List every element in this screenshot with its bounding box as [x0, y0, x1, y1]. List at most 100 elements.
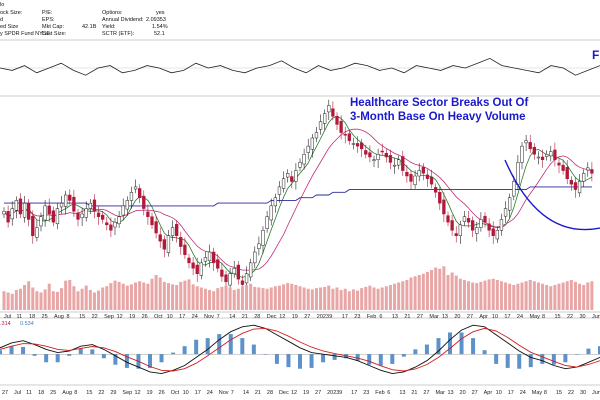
macd-histogram-bar [32, 354, 37, 356]
price-x-tick-label: 24 [517, 314, 523, 320]
price-x-tick-label: Jun [592, 314, 600, 320]
ma-mid-line [3, 128, 593, 271]
volume-bar [245, 285, 249, 310]
candle-body [59, 202, 64, 208]
candle-body [199, 262, 203, 276]
macd-histogram-bar [471, 338, 476, 355]
macd-x-tick-label: 27 [315, 390, 321, 396]
candle-body [154, 221, 158, 234]
candle-body [524, 140, 528, 144]
candle-body [331, 108, 335, 117]
macd-histogram-bar [67, 354, 72, 356]
volume-bar [76, 291, 80, 310]
candle-body [495, 230, 499, 240]
sctr-value: 52.1 [154, 31, 165, 37]
volume-bar [454, 275, 458, 310]
candle-body [2, 211, 6, 215]
candle-body [483, 215, 487, 223]
price-x-tick-label: 12 [279, 314, 285, 320]
volume-bar [208, 290, 212, 310]
macd-x-tick-label: 7 [231, 390, 234, 396]
macd-x-tick-label: 13 [448, 390, 454, 396]
candle-body [216, 259, 220, 269]
price-x-tick-label: 27 [417, 314, 423, 320]
volume-bar [516, 283, 520, 310]
candle-body [6, 211, 10, 223]
candle-body [14, 200, 18, 211]
macd-x-tick-label: 8 [74, 390, 77, 396]
macd-x-tick-label: Oct [171, 390, 180, 396]
candle-body [553, 149, 557, 160]
volume-bar [84, 285, 88, 310]
lastsize-label: Last Size: [42, 31, 67, 37]
candle-body [561, 164, 565, 171]
price-x-tick-label: 2023 [317, 314, 329, 320]
volume-bar [31, 287, 35, 310]
candle-body [368, 152, 372, 158]
macd-histogram-bar [309, 354, 314, 368]
price-x-tick-label: 13 [442, 314, 448, 320]
macd-x-tick-label: Apr [484, 390, 493, 396]
candle-body [27, 202, 31, 220]
volume-bar [249, 283, 253, 310]
volume-bar [430, 270, 434, 310]
candle-body [80, 213, 84, 219]
macd-x-tick-label: 14 [243, 390, 249, 396]
volume-bar [88, 290, 92, 310]
macd-x-tick-label: Dec [279, 390, 289, 396]
macd-histogram-bar [240, 338, 245, 355]
macd-x-tick-label: 17 [351, 390, 357, 396]
volume-bar [335, 287, 339, 310]
candle-body [508, 197, 512, 211]
candle-body [125, 200, 129, 210]
price-x-tick-label: 21 [242, 314, 248, 320]
volume-bar [475, 283, 479, 310]
macd-x-tick-label: 17 [508, 390, 514, 396]
candle-body [466, 218, 471, 223]
candle-body [573, 182, 578, 190]
macd-x-tick-label: 13 [399, 390, 405, 396]
macd-x-tick-label: 18 [38, 390, 44, 396]
volume-bar [586, 282, 590, 310]
volume-bar [282, 284, 286, 310]
candle-body [417, 170, 421, 177]
macd-x-tick-label: Nov [219, 390, 229, 396]
volume-bar [129, 284, 133, 310]
candle-body [549, 151, 553, 157]
volume-bar [121, 283, 125, 310]
candle-body [462, 216, 467, 222]
candle-body [405, 171, 409, 177]
volume-bar [458, 278, 462, 310]
macd-histogram-bar [171, 352, 176, 355]
macd-histogram-bar [436, 338, 441, 355]
volume-bar [240, 286, 244, 310]
macd-x-tick-label: Aug [62, 390, 72, 396]
macd-histogram-bar [482, 350, 487, 355]
header-left-label-1: ock Size: [0, 10, 23, 16]
candle-body [409, 174, 413, 182]
volume-bar [80, 288, 84, 310]
price-x-tick-label: 8 [67, 314, 70, 320]
volume-bar [339, 290, 343, 310]
price-x-tick-label: 30 [579, 314, 585, 320]
volume-bar [43, 289, 47, 310]
candle-body [18, 198, 23, 215]
price-x-tick-label: 12 [117, 314, 123, 320]
price-x-tick-label: 8 [542, 314, 545, 320]
volume-bar [319, 287, 323, 310]
candle-body [565, 167, 569, 179]
candle-body [434, 187, 438, 193]
volume-bar [302, 287, 306, 310]
macd-x-tick-label: 2023 [327, 390, 339, 396]
volume-bar [590, 281, 594, 310]
price-x-tick-label: 20 [454, 314, 460, 320]
price-x-tick-label: 19 [129, 314, 135, 320]
candle-body [388, 155, 393, 163]
candle-body [380, 150, 384, 153]
macd-histogram-bar [448, 332, 452, 355]
annotation-line-2: 3-Month Base On Heavy Volume [350, 111, 526, 123]
price-x-tick-label: 21 [404, 314, 410, 320]
macd-histogram-bar [367, 354, 372, 365]
volume-bar [409, 277, 413, 310]
candle-body [545, 154, 549, 157]
